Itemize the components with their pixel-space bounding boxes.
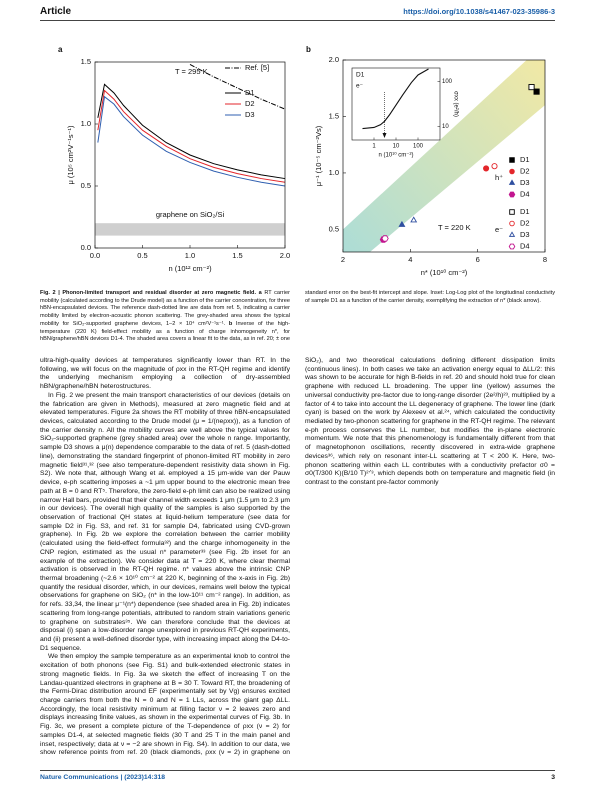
legend-marker	[508, 191, 516, 198]
inset-carrier: e⁻	[356, 83, 364, 90]
legend-label: D4	[520, 241, 530, 250]
x-axis-label: n* (10¹⁰ cm⁻²)	[421, 268, 468, 277]
caption-text: Inverse of the high-temperature (220 K) …	[40, 290, 555, 343]
legend-label: D1	[245, 88, 255, 97]
n-star-arrowhead	[382, 133, 387, 138]
x-tick-label: 1.0	[185, 251, 195, 260]
legend-label: D3	[520, 230, 530, 239]
x-tick-label: 4	[408, 255, 412, 264]
x-tick-label: 2	[341, 255, 345, 264]
paragraph: ultra-high-quality devices at temperatur…	[40, 357, 290, 391]
marker	[491, 163, 498, 170]
inset-y-tick-label: 10	[442, 124, 449, 130]
marker	[528, 84, 535, 91]
doi-link[interactable]: https://doi.org/10.1038/s41467-023-35986…	[403, 7, 555, 16]
x-tick-label: 0.5	[137, 251, 147, 260]
y-tick-label: 2.0	[329, 55, 339, 64]
marker	[483, 165, 490, 172]
panel-label: b	[306, 45, 311, 54]
y-tick-label: 0.0	[81, 243, 91, 252]
marker	[398, 220, 406, 227]
annotation: T = 220 K	[438, 223, 471, 232]
legend-marker	[508, 231, 516, 237]
legend-label: D1	[520, 207, 530, 216]
legend-marker	[509, 168, 515, 175]
x-tick-label: 0.0	[90, 251, 100, 260]
legend-marker	[508, 179, 516, 185]
caption-text: RT carrier mobility (calculated accordin…	[40, 290, 290, 327]
legend-group-label: h⁺	[495, 173, 503, 182]
panel-label: a	[58, 45, 63, 54]
figure: 0.0 0.5 1.0 1.5 2.0 0.0 0.5 1.0 1.5 a n (10¹² cm⁻²…	[58, 45, 547, 277]
x-tick-label: 1.5	[232, 251, 242, 260]
marker	[533, 88, 540, 95]
x-tick-label: 6	[476, 255, 480, 264]
legend-label: D2	[245, 99, 255, 108]
marker	[410, 216, 418, 223]
y-axis-label: μ (10⁵ cm²V⁻¹s⁻¹)	[66, 125, 75, 185]
legend-marker	[509, 157, 515, 163]
data-line	[97, 83, 286, 180]
page-number: 3	[551, 774, 555, 781]
legend-label: D3	[245, 110, 255, 119]
body-text: ultra-high-quality devices at temperatur…	[40, 357, 555, 764]
inset-y-label: σxx (e²/h)	[452, 91, 458, 117]
inset-x-label: n (10¹⁰ cm⁻²)	[379, 152, 414, 159]
caption-panel-label: a	[258, 290, 262, 296]
inset-x-tick-label: 10	[393, 144, 400, 150]
x-tick-label: 2.0	[280, 251, 290, 260]
legend-label: D4	[520, 189, 530, 198]
header-rule	[40, 20, 555, 21]
plot-frame	[94, 61, 286, 249]
y-tick-label: 1.5	[81, 57, 91, 66]
y-tick-label: 0.5	[329, 224, 339, 233]
x-tick-label: 8	[543, 255, 547, 264]
data-line	[189, 64, 286, 110]
legend-group-label: e⁻	[495, 225, 503, 234]
inset-label: D1	[356, 72, 365, 79]
legend-label: Ref. [5]	[245, 63, 269, 72]
caption-panel-label: b	[228, 320, 233, 327]
paragraph: In Fig. 2 we present the main transport …	[40, 391, 291, 652]
legend-marker	[508, 243, 516, 250]
y-tick-label: 1.5	[329, 111, 339, 120]
caption-title: Fig. 2 | Phonon-limited transport and re…	[40, 290, 257, 296]
band-label: graphene on SiO₂/Si	[156, 210, 225, 219]
annotation: T = 295 K	[175, 67, 208, 76]
section-label: Article	[40, 6, 72, 17]
inset-x-tick-label: 100	[413, 144, 424, 150]
shaded-band	[95, 223, 285, 236]
y-tick-label: 1.0	[329, 168, 339, 177]
y-axis-label: μ⁻¹ (10⁻⁵ cm⁻²Vs)	[314, 125, 323, 186]
footer-rule	[40, 770, 555, 771]
fit-band	[343, 60, 545, 252]
legend-marker	[509, 220, 515, 227]
marker	[381, 235, 389, 242]
legend-label: D1	[520, 155, 530, 164]
journal-info: Nature Communications | (2023)14:318	[40, 774, 166, 781]
legend-label: D3	[520, 178, 530, 187]
inset-x-tick-label: 1	[372, 144, 376, 150]
legend-label: D2	[520, 166, 530, 175]
data-line	[97, 89, 286, 183]
inset-y-tick-label: 100	[442, 79, 453, 85]
figure-caption: Fig. 2 | Phonon-limited transport and re…	[40, 290, 555, 348]
plot-frame	[342, 59, 546, 253]
paragraph: We then employ the sample temperature as…	[40, 357, 555, 757]
inset-curve	[362, 68, 429, 130]
y-tick-label: 0.5	[81, 181, 91, 190]
inset-frame	[351, 67, 441, 141]
legend-marker	[509, 209, 515, 215]
legend-label: D2	[520, 218, 530, 227]
y-tick-label: 1.0	[81, 119, 91, 128]
data-line	[97, 95, 286, 187]
x-axis-label: n (10¹² cm⁻²)	[168, 264, 212, 273]
